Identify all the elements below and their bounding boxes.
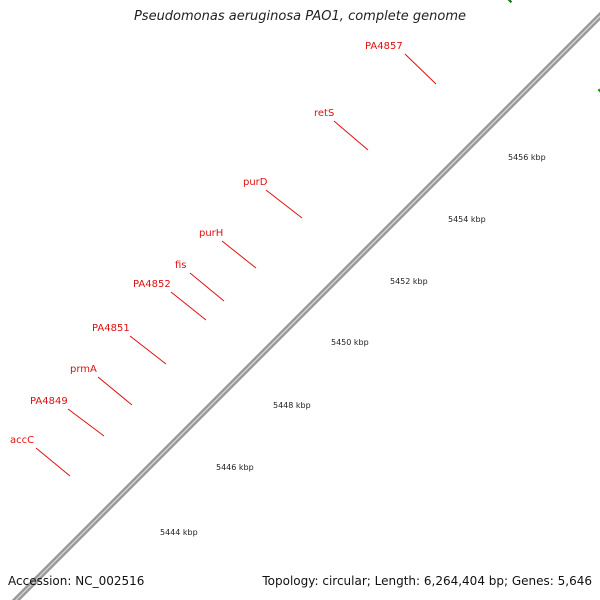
leader-line: [189, 272, 225, 302]
gene-label: purH: [199, 228, 223, 239]
leader-line: [221, 240, 257, 269]
tick-mark: [507, 0, 513, 4]
leader-line: [67, 408, 105, 437]
backbone-highlight: [15, 15, 600, 600]
gene-label: accC: [10, 435, 34, 446]
leader-line: [333, 120, 369, 151]
scale-label: 5446 kbp: [216, 463, 254, 472]
gene-label: PA4849: [30, 396, 68, 407]
gene-label: purD: [243, 177, 268, 188]
leader-line: [404, 53, 437, 85]
gene-label: retS: [314, 108, 334, 119]
leader-line: [97, 376, 133, 406]
leader-line: [35, 447, 71, 477]
scale-label: 5452 kbp: [390, 277, 428, 286]
scale-ticks: [507, 0, 600, 93]
scale-label: 5448 kbp: [273, 401, 311, 410]
map-title: Pseudomonas aeruginosa PAO1, complete ge…: [133, 9, 467, 24]
genome-backbone: [11, 11, 600, 600]
scale-label: 5450 kbp: [331, 338, 369, 347]
leader-line: [170, 291, 207, 321]
gene-label: PA4852: [133, 279, 171, 290]
backbone-line: [11, 11, 600, 600]
scale-label: 5444 kbp: [160, 528, 198, 537]
genome-summary-text: Topology: circular; Length: 6,264,404 bp…: [262, 574, 592, 588]
gene-label: PA4857: [365, 41, 403, 52]
scale-labels: 5444 kbp 5446 kbp 5448 kbp 5450 kbp 5452 kbp…: [160, 153, 546, 537]
tick-mark: [597, 88, 600, 93]
gene-label: fis: [175, 260, 187, 271]
accession-text: Accession: NC_002516: [8, 574, 145, 588]
scale-label: 5454 kbp: [448, 215, 486, 224]
scale-label: 5456 kbp: [508, 153, 546, 162]
gene-label: prmA: [70, 364, 97, 375]
leader-line: [129, 335, 167, 365]
gene-label: PA4851: [92, 323, 130, 334]
leader-line: [265, 189, 303, 219]
gene-labels: accC PA4849 prmA PA4851 PA4852 fis purH purD ret…: [10, 41, 403, 446]
label-leader-lines: [35, 53, 437, 477]
